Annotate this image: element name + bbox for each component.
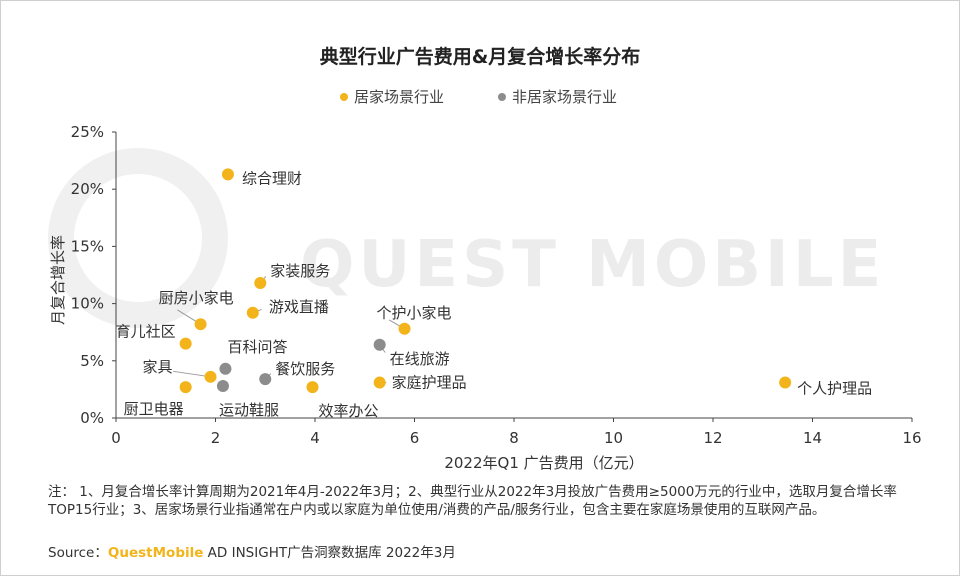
y-tick-label: 0%	[80, 409, 104, 427]
data-point	[373, 338, 386, 351]
data-point	[219, 362, 232, 375]
data-point	[246, 306, 259, 319]
legend-dot-nonhome-icon	[498, 92, 506, 101]
x-tick-label: 10	[604, 429, 623, 447]
data-point-label: 厨房小家电	[159, 289, 234, 307]
data-point	[373, 376, 386, 389]
data-point	[779, 376, 792, 389]
data-point	[398, 322, 411, 335]
footnote: 注： 1、月复合增长率计算周期为2021年4月-2022年3月；2、典型行业从2…	[48, 484, 897, 518]
data-point-label: 运动鞋服	[219, 401, 279, 419]
x-tick-label: 12	[703, 429, 722, 447]
data-point-label: 效率办公	[319, 402, 379, 420]
data-point-label: 家装服务	[270, 262, 330, 280]
x-tick-label: 4	[310, 429, 320, 447]
source-rest: AD INSIGHT广告洞察数据库 2022年3月	[203, 545, 456, 561]
y-tick-label: 10%	[71, 295, 104, 313]
source-line: Source：QuestMobile AD INSIGHT广告洞察数据库 202…	[48, 541, 456, 561]
data-point-label: 游戏直播	[269, 298, 329, 316]
legend-label-home: 居家场景行业	[354, 88, 445, 106]
x-tick-label: 2	[211, 429, 221, 447]
point-leader-line	[173, 370, 211, 378]
legend-item-nonhome: 非居家场景行业	[498, 86, 617, 107]
data-point	[179, 381, 192, 394]
data-point-label: 综合理财	[242, 169, 302, 187]
source-brand: QuestMobile	[107, 545, 204, 561]
x-tick-label: 6	[410, 429, 420, 447]
x-tick-label: 8	[509, 429, 519, 447]
data-point	[194, 318, 207, 331]
x-axis-label: 2022年Q1 广告费用（亿元）	[444, 454, 643, 472]
data-point-label: 个人护理品	[797, 380, 872, 398]
chart-title: 典型行业广告费用&月复合增长率分布	[319, 46, 641, 68]
data-point-label: 百科问答	[227, 338, 287, 356]
y-tick-label: 20%	[71, 180, 104, 198]
data-point-label: 厨卫电器	[124, 400, 184, 418]
y-tick-label: 25%	[71, 123, 104, 141]
y-tick-label: 5%	[80, 352, 104, 370]
data-point-label: 家具	[143, 358, 173, 376]
y-axis-label: 月复合增长率	[49, 235, 67, 325]
data-point	[259, 373, 272, 386]
data-point-label: 在线旅游	[390, 350, 450, 368]
data-point-label: 育儿社区	[116, 323, 176, 341]
data-point-label: 家庭护理品	[392, 374, 467, 392]
legend-dot-home-icon	[340, 92, 348, 101]
data-point	[179, 337, 192, 350]
legend-label-nonhome: 非居家场景行业	[512, 88, 618, 106]
legend-item-home: 居家场景行业	[340, 86, 444, 107]
source-prefix: Source：	[48, 545, 108, 561]
data-point	[216, 379, 229, 392]
data-point-label: 餐饮服务	[275, 360, 335, 378]
x-tick-label: 0	[111, 429, 121, 447]
x-tick-label: 16	[902, 429, 921, 447]
data-point	[221, 168, 234, 181]
data-point	[254, 277, 267, 290]
data-point	[204, 370, 217, 383]
x-tick-label: 14	[803, 429, 822, 447]
data-point-label: 个护小家电	[377, 304, 452, 322]
data-point	[306, 381, 319, 394]
watermark: QUEST MOBILE	[300, 228, 886, 302]
y-tick-label: 15%	[71, 237, 104, 255]
